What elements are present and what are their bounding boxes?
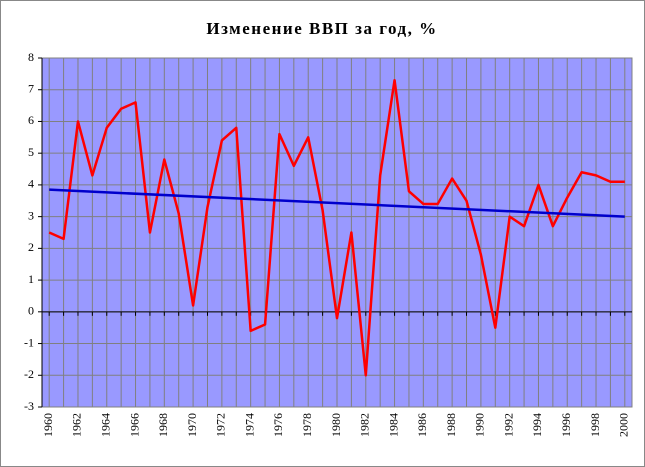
x-tick-label: 1962 <box>70 413 84 437</box>
x-tick-label: 1996 <box>559 413 573 437</box>
y-tick-label: 0 <box>28 304 34 318</box>
x-tick-label: 1980 <box>329 413 343 437</box>
x-tick-label: 1960 <box>41 413 55 437</box>
x-tick-label: 1992 <box>501 413 515 437</box>
chart-title: Изменение ВВП за год, % <box>206 19 437 38</box>
y-tick-label: -2 <box>24 367 34 381</box>
y-tick-label: 7 <box>28 81 34 95</box>
x-tick-label: 1984 <box>386 413 400 437</box>
y-tick-label: 1 <box>28 272 34 286</box>
y-tick-label: 4 <box>28 177 34 191</box>
x-tick-label: 1982 <box>358 413 372 437</box>
y-tick-label: -1 <box>24 335 34 349</box>
series-line <box>49 188 625 218</box>
y-tick-label: 5 <box>28 145 34 159</box>
y-tick-label: 6 <box>28 113 34 127</box>
x-tick-label: 1974 <box>242 413 256 437</box>
x-tick-label: 1990 <box>473 413 487 437</box>
x-tick-label: 2000 <box>617 413 631 437</box>
x-tick-label: 1998 <box>588 413 602 437</box>
x-tick-label: 1966 <box>127 413 141 437</box>
x-tick-label: 1968 <box>156 413 170 437</box>
y-tick-label: -3 <box>24 399 34 413</box>
x-tick-label: 1976 <box>271 413 285 437</box>
x-tick-label: 1994 <box>530 413 544 437</box>
y-tick-label: 8 <box>28 50 34 64</box>
y-tick-label: 3 <box>28 208 34 222</box>
x-tick-label: 1988 <box>444 413 458 437</box>
x-tick-label: 1964 <box>99 413 113 437</box>
x-tick-label: 1972 <box>214 413 228 437</box>
x-tick-label: 1978 <box>300 413 314 437</box>
x-tick-label: 1986 <box>415 413 429 437</box>
x-tick-label: 1970 <box>185 413 199 437</box>
y-tick-label: 2 <box>28 240 34 254</box>
